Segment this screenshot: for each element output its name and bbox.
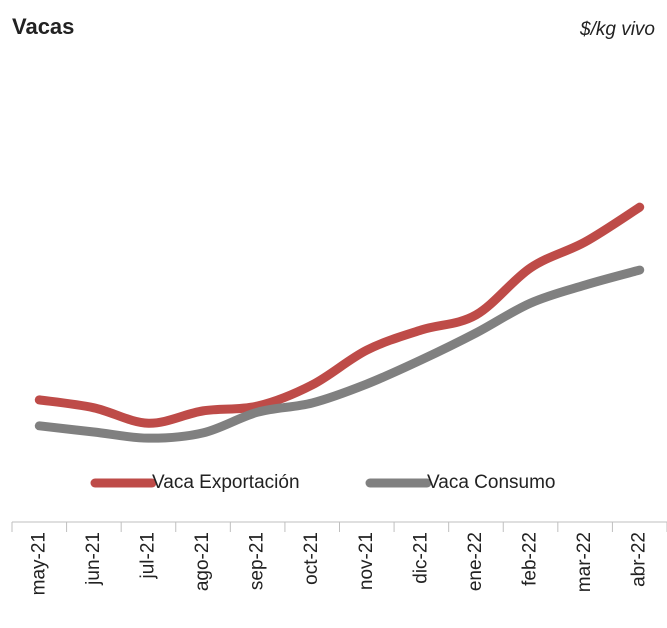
x-tick-label: may-21: [28, 532, 49, 595]
chart-title: Vacas: [12, 14, 74, 39]
chart-subtitle: $/kg vivo: [579, 19, 655, 40]
x-tick-label: jul-21: [137, 532, 158, 579]
legend-label: Vaca Consumo: [427, 472, 556, 493]
series-line: [34, 265, 645, 443]
x-tick-label: ene-22: [465, 532, 486, 591]
x-tick-label: dic-21: [410, 532, 431, 584]
x-tick-label: ago-21: [192, 532, 213, 591]
x-tick-label: sep-21: [247, 532, 268, 590]
legend-label: Vaca Exportación: [152, 472, 300, 493]
series-line: [34, 202, 645, 428]
x-tick-label: abr-22: [629, 532, 650, 587]
x-tick-label: jun-21: [83, 532, 104, 586]
x-tick-label: nov-21: [356, 532, 377, 590]
x-tick-label: feb-22: [520, 532, 541, 586]
x-tick-label: oct-21: [301, 532, 322, 585]
x-tick-label: mar-22: [574, 532, 595, 592]
